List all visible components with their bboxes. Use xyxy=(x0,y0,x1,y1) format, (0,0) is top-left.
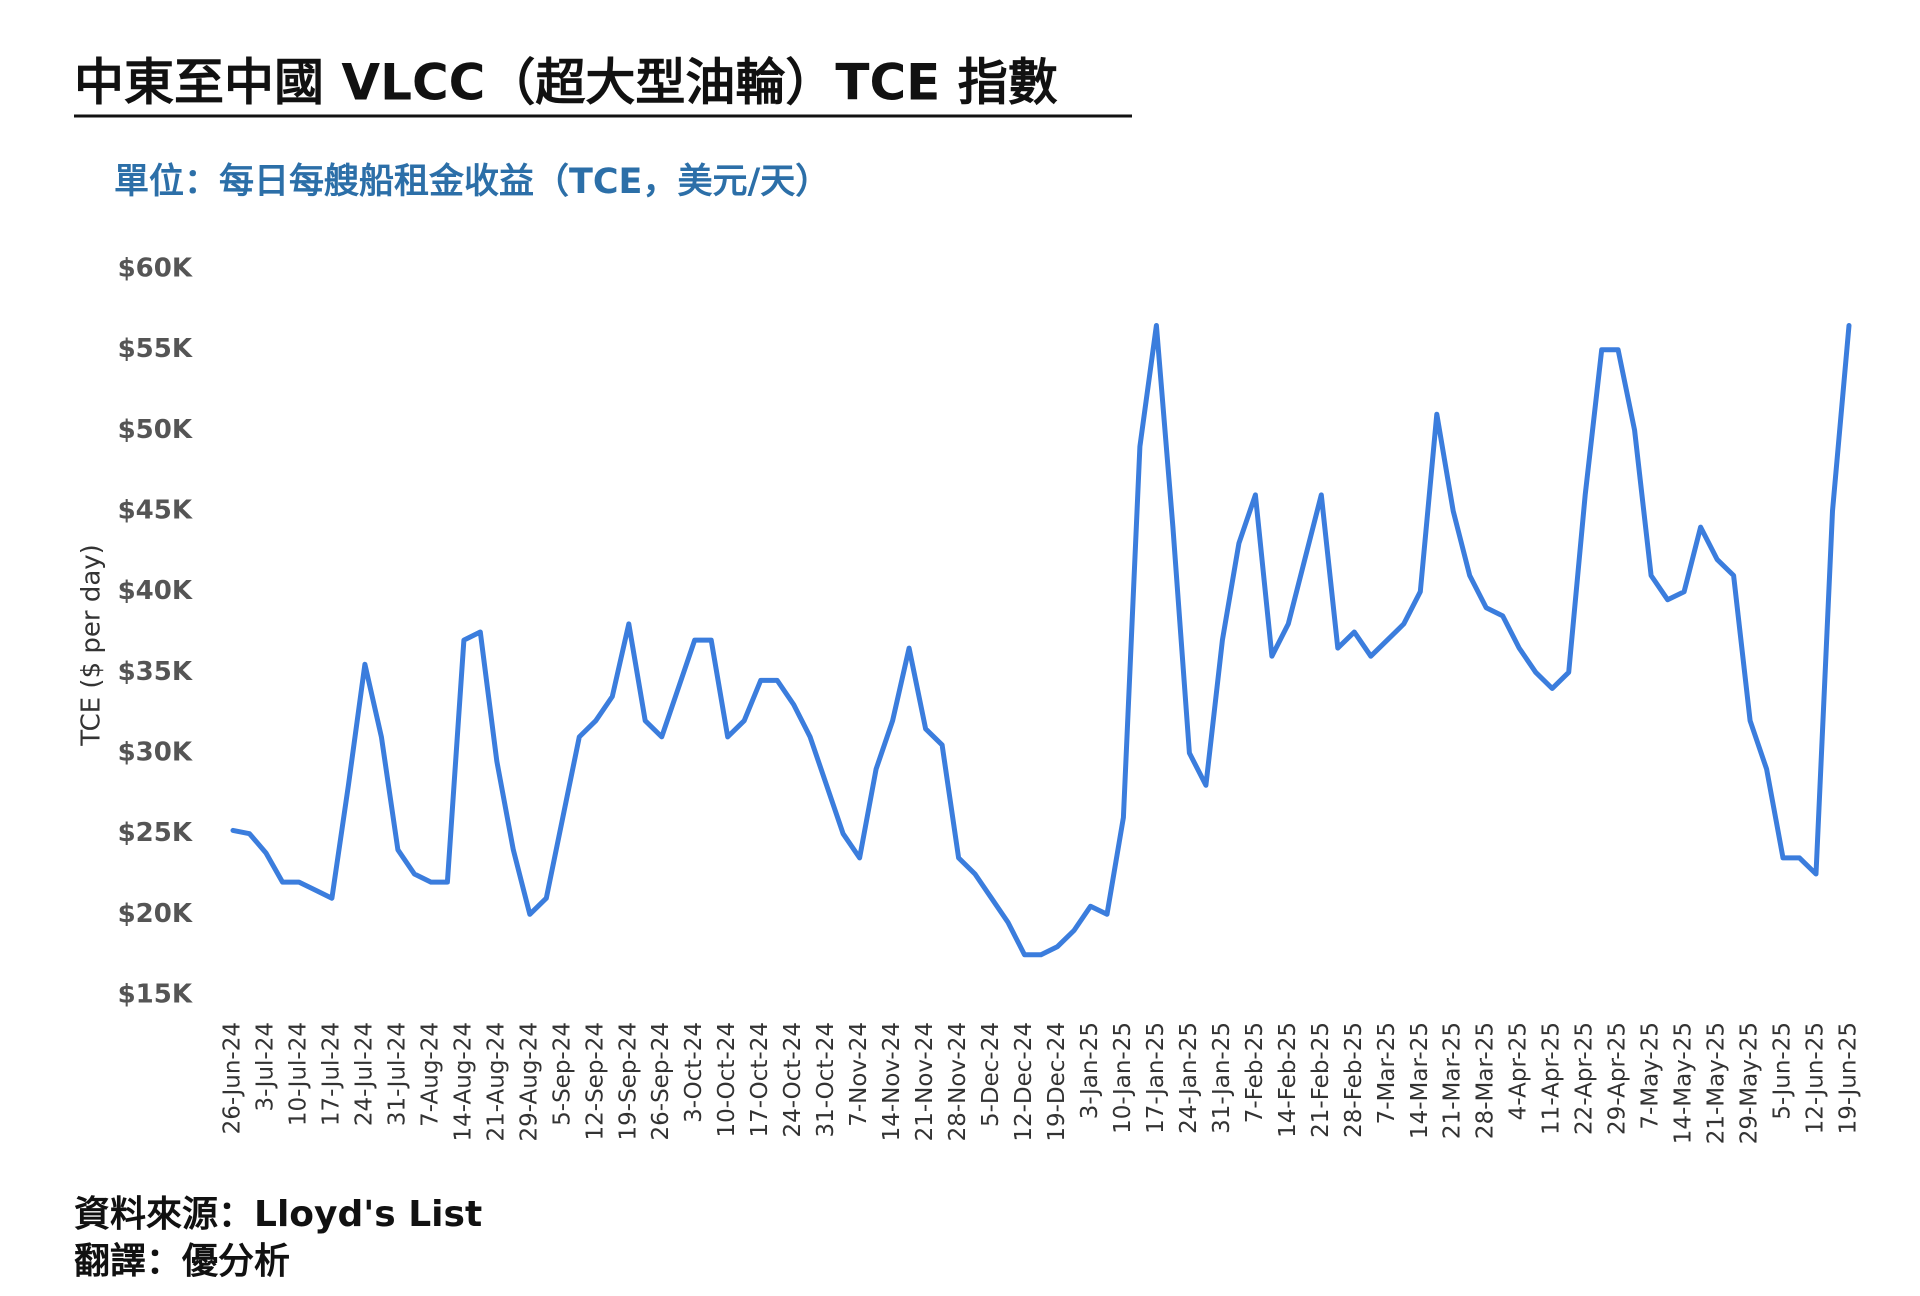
x-tick-label: 31-Jul-24 xyxy=(384,1022,410,1126)
x-tick-label: 7-Nov-24 xyxy=(846,1022,872,1127)
x-tick-label: 3-Oct-24 xyxy=(681,1022,707,1123)
y-tick-label: $50K xyxy=(118,415,193,445)
translation: 翻譯：優分析 xyxy=(74,1240,290,1282)
x-tick-label: 21-Mar-25 xyxy=(1440,1022,1466,1139)
x-tick-label: 24-Jul-24 xyxy=(351,1022,377,1126)
x-tick-label: 28-Nov-24 xyxy=(945,1022,971,1141)
x-tick-label: 17-Oct-24 xyxy=(747,1022,773,1138)
y-tick-label: $25K xyxy=(118,818,193,848)
y-tick-label: $55K xyxy=(118,334,193,364)
x-tick-label: 26-Jun-24 xyxy=(220,1022,246,1134)
x-tick-label: 5-Sep-24 xyxy=(549,1022,575,1126)
x-tick-label: 7-Feb-25 xyxy=(1242,1022,1268,1123)
x-tick-label: 28-Feb-25 xyxy=(1341,1022,1367,1138)
line-series xyxy=(230,323,1852,958)
x-tick-label: 24-Jan-25 xyxy=(1176,1022,1202,1134)
x-tick-label: 10-Jul-24 xyxy=(285,1022,311,1126)
x-tick-label: 17-Jul-24 xyxy=(318,1022,344,1126)
x-tick-label: 12-Dec-24 xyxy=(1011,1022,1037,1142)
x-tick-label: 19-Jun-25 xyxy=(1836,1022,1862,1134)
x-tick-label: 4-Apr-25 xyxy=(1506,1022,1532,1120)
x-tick-label: 12-Jun-25 xyxy=(1803,1022,1829,1134)
x-tick-label: 19-Sep-24 xyxy=(615,1022,641,1140)
y-tick-label: $15K xyxy=(118,980,193,1010)
x-tick-label: 12-Sep-24 xyxy=(582,1022,608,1140)
x-tick-label: 31-Jan-25 xyxy=(1209,1022,1235,1134)
x-tick-label: 17-Jan-25 xyxy=(1143,1022,1169,1134)
y-axis-label: TCE ($ per day) xyxy=(77,544,107,747)
x-tick-label: 7-Aug-24 xyxy=(417,1022,443,1127)
x-tick-label: 14-Nov-24 xyxy=(879,1022,905,1141)
x-tick-label: 26-Sep-24 xyxy=(648,1022,674,1140)
x-tick-label: 11-Apr-25 xyxy=(1539,1022,1565,1135)
x-tick-label: 31-Oct-24 xyxy=(813,1022,839,1138)
x-tick-label: 7-May-25 xyxy=(1638,1022,1664,1130)
x-tick-label: 28-Mar-25 xyxy=(1473,1022,1499,1139)
source: 資料來源：Lloyd's List xyxy=(74,1194,482,1235)
x-tick-label: 21-Nov-24 xyxy=(912,1022,938,1141)
x-tick-label: 19-Dec-24 xyxy=(1044,1022,1070,1142)
chart-title: 中東至中國 VLCC（超大型油輪）TCE 指數 xyxy=(74,54,1058,112)
x-tick-label: 14-Feb-25 xyxy=(1275,1022,1301,1138)
x-tick-label: 21-Feb-25 xyxy=(1308,1022,1334,1138)
x-tick-label: 10-Oct-24 xyxy=(714,1022,740,1138)
y-tick-label: $35K xyxy=(118,657,193,687)
x-tick-label: 24-Oct-24 xyxy=(780,1022,806,1138)
x-tick-label: 10-Jan-25 xyxy=(1110,1022,1136,1134)
x-tick-label: 21-May-25 xyxy=(1704,1022,1730,1144)
y-tick-label: $40K xyxy=(118,576,193,606)
x-tick-label: 21-Aug-24 xyxy=(483,1022,509,1142)
y-tick-label: $30K xyxy=(118,738,193,768)
x-tick-label: 29-Apr-25 xyxy=(1605,1022,1631,1135)
y-tick-label: $60K xyxy=(118,254,193,284)
chart-subtitle: 單位：每日每艘船租金收益（TCE，美元/天） xyxy=(114,161,830,202)
y-tick-label: $45K xyxy=(118,496,193,526)
x-tick-label: 29-May-25 xyxy=(1737,1022,1763,1144)
y-tick-label: $20K xyxy=(118,899,193,929)
x-tick-label: 3-Jan-25 xyxy=(1077,1022,1103,1119)
x-tick-label: 5-Dec-24 xyxy=(978,1022,1004,1127)
x-tick-label: 14-May-25 xyxy=(1671,1022,1697,1144)
x-tick-label: 29-Aug-24 xyxy=(516,1022,542,1142)
x-tick-label: 14-Aug-24 xyxy=(450,1022,476,1142)
x-tick-label: 22-Apr-25 xyxy=(1572,1022,1598,1135)
x-tick-label: 3-Jul-24 xyxy=(252,1022,278,1112)
x-tick-label: 5-Jun-25 xyxy=(1770,1022,1796,1120)
x-tick-label: 14-Mar-25 xyxy=(1407,1022,1433,1139)
x-tick-label: 7-Mar-25 xyxy=(1374,1022,1400,1124)
